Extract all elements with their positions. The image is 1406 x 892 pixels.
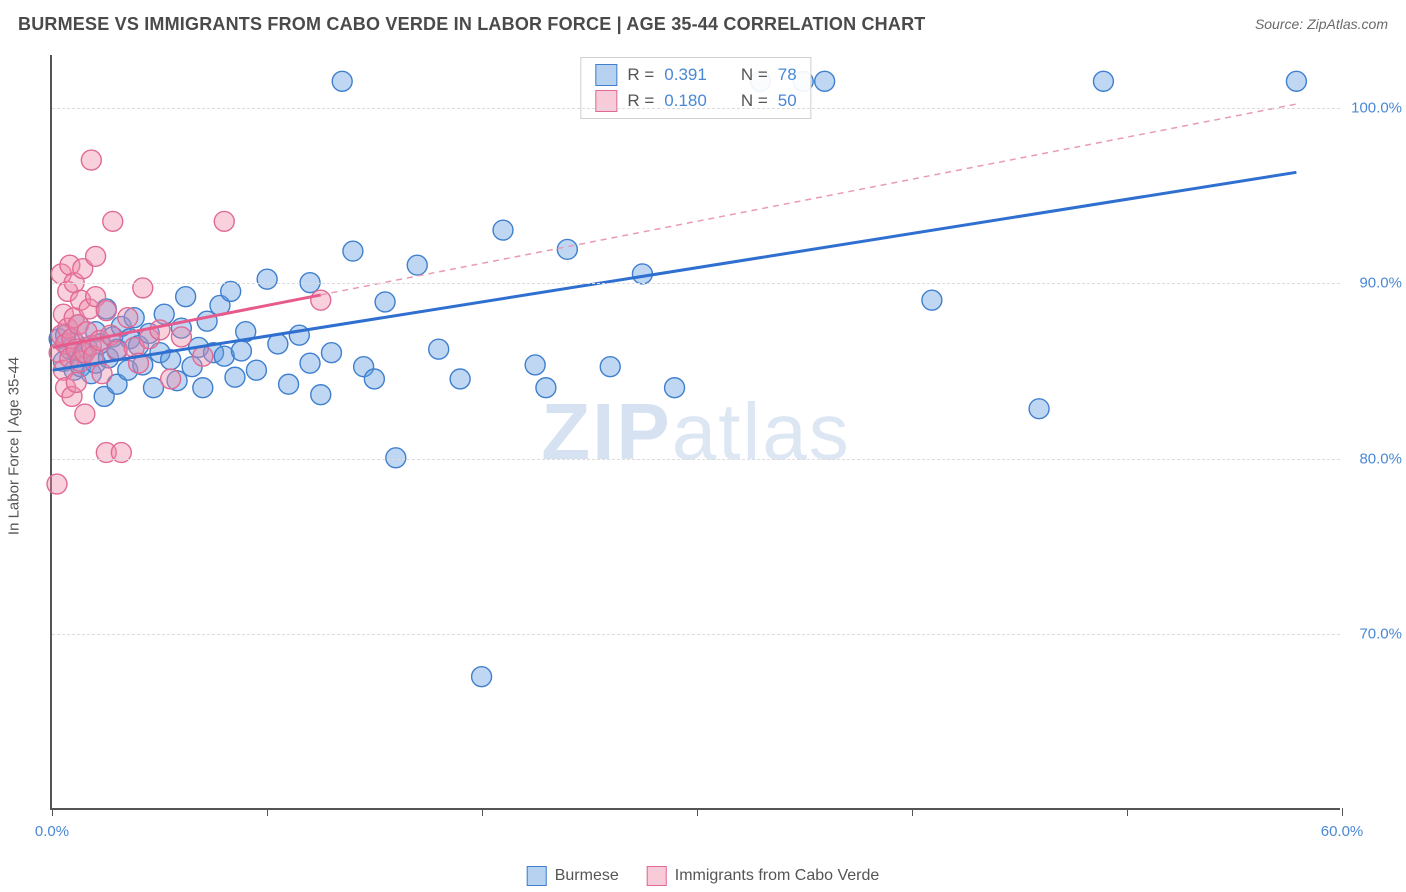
gridline <box>52 459 1340 460</box>
bottom-legend: Burmese Immigrants from Cabo Verde <box>527 866 880 886</box>
plot-area: ZIPatlas R = 0.391 N = 78 R = 0.180 N = … <box>50 55 1340 810</box>
data-point-burmese <box>332 71 352 91</box>
swatch-blue-icon <box>527 866 547 886</box>
stat-n-cabo: 50 <box>778 88 797 114</box>
data-point-burmese <box>193 378 213 398</box>
data-point-burmese <box>1286 71 1306 91</box>
data-point-burmese <box>450 369 470 389</box>
data-point-cabo_verde <box>81 150 101 170</box>
data-point-burmese <box>289 325 309 345</box>
stat-r-label: R = <box>627 88 654 114</box>
data-point-burmese <box>600 357 620 377</box>
swatch-pink-icon <box>647 866 667 886</box>
data-point-cabo_verde <box>96 301 116 321</box>
data-point-cabo_verde <box>311 290 331 310</box>
data-point-cabo_verde <box>86 246 106 266</box>
data-point-burmese <box>493 220 513 240</box>
data-point-cabo_verde <box>118 308 138 328</box>
data-point-burmese <box>257 269 277 289</box>
y-axis-label: In Labor Force | Age 35-44 <box>6 357 23 535</box>
data-point-burmese <box>176 287 196 307</box>
regression-line-burmese <box>53 172 1297 370</box>
data-point-burmese <box>665 378 685 398</box>
data-point-cabo_verde <box>214 211 234 231</box>
data-point-burmese <box>407 255 427 275</box>
legend-item-burmese: Burmese <box>527 866 619 886</box>
y-tick-label: 70.0% <box>1359 626 1402 643</box>
data-point-burmese <box>225 367 245 387</box>
data-point-burmese <box>221 281 241 301</box>
x-tick <box>1127 808 1128 816</box>
data-point-burmese <box>525 355 545 375</box>
data-point-cabo_verde <box>66 372 86 392</box>
y-tick-label: 90.0% <box>1359 275 1402 292</box>
chart-title: BURMESE VS IMMIGRANTS FROM CABO VERDE IN… <box>18 14 925 35</box>
data-point-burmese <box>536 378 556 398</box>
x-tick-label: 60.0% <box>1321 823 1364 840</box>
stat-n-label: N = <box>741 62 768 88</box>
data-point-burmese <box>922 290 942 310</box>
data-point-burmese <box>375 292 395 312</box>
data-point-burmese <box>343 241 363 261</box>
stat-r-burmese: 0.391 <box>664 62 707 88</box>
y-tick-label: 100.0% <box>1351 99 1402 116</box>
data-point-burmese <box>386 448 406 468</box>
data-point-cabo_verde <box>92 364 112 384</box>
legend-stats: R = 0.391 N = 78 R = 0.180 N = 50 <box>580 57 811 119</box>
data-point-burmese <box>246 360 266 380</box>
swatch-pink-icon <box>595 90 617 112</box>
stat-n-burmese: 78 <box>778 62 797 88</box>
data-point-cabo_verde <box>171 327 191 347</box>
data-point-burmese <box>1029 399 1049 419</box>
data-point-burmese <box>321 343 341 363</box>
data-point-burmese <box>364 369 384 389</box>
data-point-cabo_verde <box>75 404 95 424</box>
data-point-cabo_verde <box>150 320 170 340</box>
data-point-burmese <box>429 339 449 359</box>
gridline <box>52 108 1340 109</box>
y-tick-label: 80.0% <box>1359 450 1402 467</box>
x-tick <box>482 808 483 816</box>
legend-stats-row-cabo: R = 0.180 N = 50 <box>595 88 796 114</box>
x-tick <box>52 808 53 816</box>
data-point-burmese <box>557 239 577 259</box>
data-point-burmese <box>300 353 320 373</box>
legend-label-burmese: Burmese <box>555 867 619 885</box>
stat-r-cabo: 0.180 <box>664 88 707 114</box>
x-tick <box>912 808 913 816</box>
stat-n-label: N = <box>741 88 768 114</box>
x-tick-label: 0.0% <box>35 823 69 840</box>
gridline <box>52 283 1340 284</box>
data-point-burmese <box>279 374 299 394</box>
legend-stats-row-burmese: R = 0.391 N = 78 <box>595 62 796 88</box>
x-tick <box>1342 808 1343 816</box>
chart-container: BURMESE VS IMMIGRANTS FROM CABO VERDE IN… <box>0 0 1406 892</box>
data-point-cabo_verde <box>47 474 67 494</box>
swatch-blue-icon <box>595 64 617 86</box>
extrapolation-line-cabo_verde <box>321 104 1297 295</box>
data-point-cabo_verde <box>193 346 213 366</box>
plot-svg <box>52 55 1340 808</box>
gridline <box>52 634 1340 635</box>
data-point-burmese <box>472 667 492 687</box>
data-point-burmese <box>311 385 331 405</box>
data-point-cabo_verde <box>133 278 153 298</box>
data-point-cabo_verde <box>103 211 123 231</box>
legend-item-cabo: Immigrants from Cabo Verde <box>647 866 880 886</box>
header: BURMESE VS IMMIGRANTS FROM CABO VERDE IN… <box>0 0 1406 48</box>
x-tick <box>697 808 698 816</box>
x-tick <box>267 808 268 816</box>
data-point-cabo_verde <box>161 369 181 389</box>
legend-label-cabo: Immigrants from Cabo Verde <box>675 867 880 885</box>
data-point-burmese <box>1093 71 1113 91</box>
data-point-burmese <box>815 71 835 91</box>
data-point-burmese <box>231 341 251 361</box>
source-credit: Source: ZipAtlas.com <box>1255 16 1388 32</box>
stat-r-label: R = <box>627 62 654 88</box>
